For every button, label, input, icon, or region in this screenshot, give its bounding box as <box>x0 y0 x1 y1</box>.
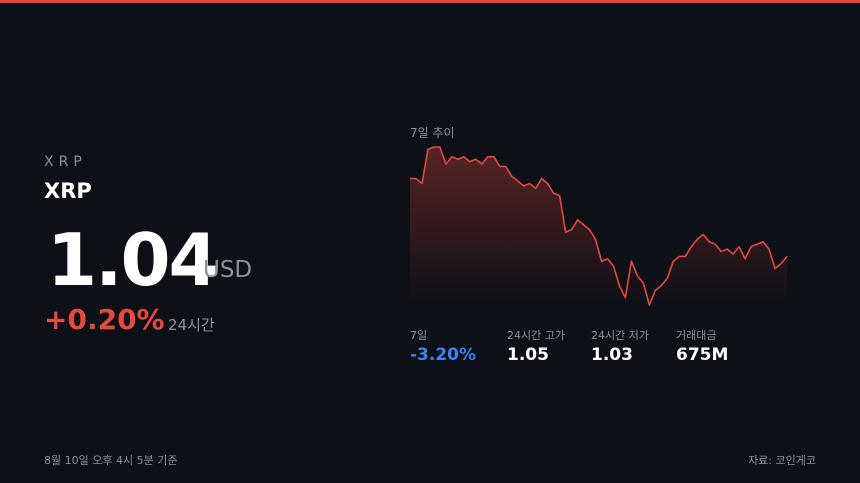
currency: USD <box>203 257 253 283</box>
coin-name: XRP <box>44 179 92 203</box>
sparkline-area <box>410 147 787 305</box>
price: 1.04 <box>47 218 219 302</box>
stat-label: 거래대금 <box>676 329 717 342</box>
source: 자료: 코인게코 <box>748 454 816 467</box>
stat-label: 24시간 저가 <box>591 329 649 342</box>
change-period: 24시간 <box>168 316 215 334</box>
coin-symbol: XRP <box>44 154 87 170</box>
stat-label: 7일 <box>410 329 428 342</box>
stat-label: 24시간 고가 <box>507 329 565 342</box>
chart-title: 7일 추이 <box>410 126 455 140</box>
sparkline-line <box>410 146 788 306</box>
stat-value: 675M <box>676 345 729 365</box>
stat-value: -3.20% <box>410 345 477 365</box>
top-accent-bar <box>0 0 860 3</box>
change: +0.20% <box>44 303 165 336</box>
timestamp: 8월 10일 오후 4시 5분 기준 <box>44 454 178 467</box>
stat-value: 1.03 <box>591 345 633 365</box>
stat-value: 1.05 <box>507 345 549 365</box>
